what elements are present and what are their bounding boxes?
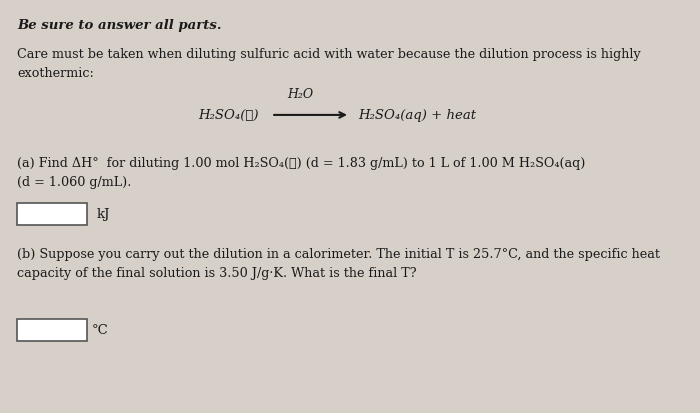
Text: (a) Find ΔH°  for diluting 1.00 mol H₂SO₄(ℓ) (d = 1.83 g/mL) to 1 L of 1.00 M H₂: (a) Find ΔH° for diluting 1.00 mol H₂SO₄… [18,157,586,189]
Text: H₂SO₄(ℓ): H₂SO₄(ℓ) [198,109,259,122]
Text: Be sure to answer all parts.: Be sure to answer all parts. [18,19,222,31]
Text: kJ: kJ [96,208,110,221]
Text: Care must be taken when diluting sulfuric acid with water because the dilution p: Care must be taken when diluting sulfuri… [18,47,641,79]
Text: °C: °C [92,323,109,337]
FancyBboxPatch shape [18,319,88,341]
FancyBboxPatch shape [18,204,88,225]
Text: (b) Suppose you carry out the dilution in a calorimeter. The initial T is 25.7°C: (b) Suppose you carry out the dilution i… [18,248,661,280]
Text: H₂SO₄(aq) + heat: H₂SO₄(aq) + heat [358,109,477,122]
Text: H₂O: H₂O [287,88,314,101]
